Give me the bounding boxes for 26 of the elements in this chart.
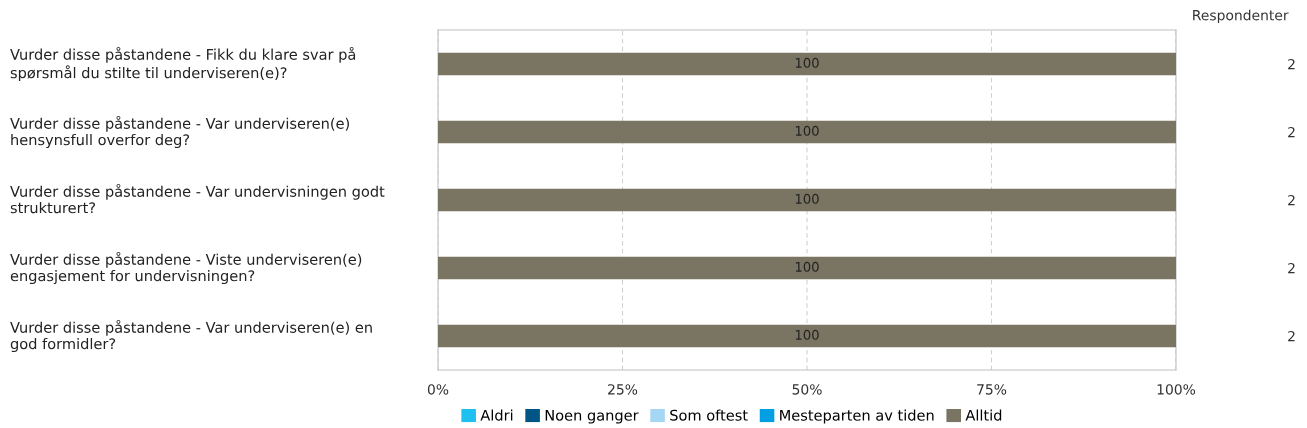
y-tick-label: Vurder disse påstandene - Var underviseren(e) en god formidler? bbox=[10, 319, 372, 353]
data-label: 100 bbox=[795, 125, 819, 136]
data-label: 100 bbox=[795, 57, 819, 68]
y-tick-label: Vurder disse påstandene - Viste underviseren(e) engasjement for undervisningen? bbox=[10, 251, 362, 285]
legend-label: Mesteparten av tiden bbox=[780, 409, 934, 424]
y2-tick-label: 2 bbox=[1288, 126, 1295, 138]
y2-tick-label: 2 bbox=[1288, 58, 1295, 70]
y-tick-label: Vurder disse påstandene - Var undervisningen godt strukturert? bbox=[10, 183, 385, 214]
y2-tick-label: 2 bbox=[1288, 194, 1295, 206]
data-label: 100 bbox=[795, 261, 819, 272]
x-tick-label: 75% bbox=[977, 384, 1007, 395]
x-tick-label: 25% bbox=[608, 384, 638, 395]
x-tick-label: 50% bbox=[792, 384, 822, 395]
y-tick-label: Vurder disse påstandene - Var underviseren(e) hensynsfull overfor deg? bbox=[10, 115, 349, 149]
y2-tick-label: 2 bbox=[1288, 330, 1295, 342]
data-label: 100 bbox=[795, 193, 819, 204]
x-tick-label: 0% bbox=[427, 384, 449, 395]
legend-label: Noen ganger bbox=[545, 409, 639, 424]
legend-label: Aldri bbox=[480, 409, 513, 421]
y2-tick-label: 2 bbox=[1288, 262, 1295, 274]
x-tick-label: 100% bbox=[1157, 384, 1196, 395]
legend-label: Alltid bbox=[965, 409, 1002, 421]
y2-axis-title: Respondenter bbox=[1193, 9, 1289, 24]
data-label: 100 bbox=[795, 329, 819, 340]
y-tick-label: Vurder disse påstandene - Fikk du klare svar på spørsmål du stilte til underviseren(e)? bbox=[10, 46, 356, 82]
legend-label: Som oftest bbox=[670, 409, 748, 421]
